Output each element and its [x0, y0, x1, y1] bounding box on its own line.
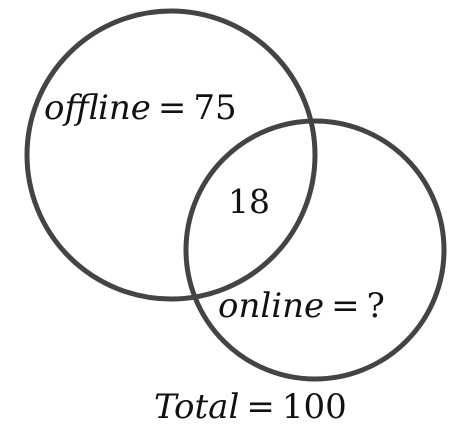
total-name: Total	[154, 387, 240, 427]
online-value: ?	[366, 286, 385, 326]
offline-set-name: offline	[44, 88, 151, 128]
total-label: Total = 100	[154, 390, 347, 424]
offline-equals: =	[157, 88, 187, 128]
online-equals: =	[331, 286, 360, 326]
offline-label: offline = 75	[44, 91, 237, 125]
offline-value: 75	[193, 88, 237, 128]
total-value: 100	[281, 387, 347, 427]
offline-circle	[24, 8, 318, 302]
online-set-name: online	[218, 286, 325, 326]
total-equals: =	[246, 387, 275, 427]
intersection-label: 18	[228, 185, 270, 218]
online-circle	[183, 118, 447, 382]
intersection-value: 18	[228, 182, 270, 221]
online-label: online =?	[218, 289, 385, 323]
